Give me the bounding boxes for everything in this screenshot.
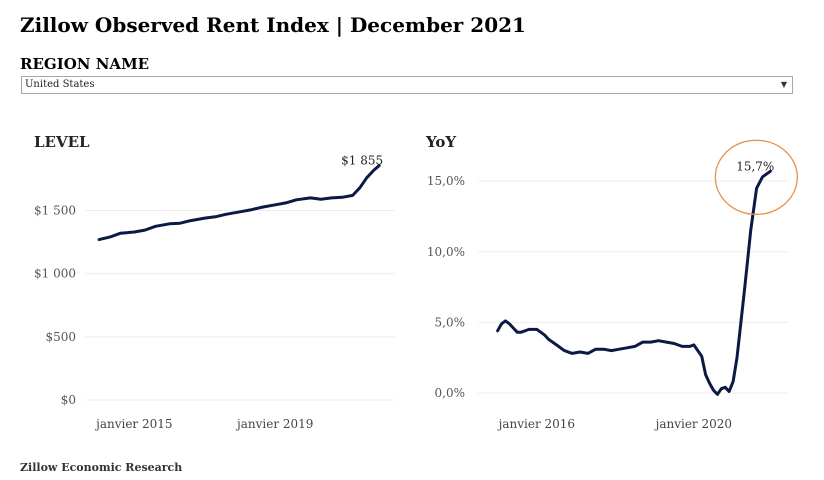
x-tick-label: janvier 2019	[235, 417, 313, 431]
series-line	[97, 164, 381, 242]
y-tick-label: $500	[45, 330, 76, 344]
level-chart-title: LEVEL	[34, 133, 90, 151]
yoy-chart-title: YoY	[426, 133, 457, 151]
y-tick-label: 10,0%	[427, 245, 465, 259]
y-tick-label: $0	[61, 393, 76, 407]
chevron-down-icon: ▼	[780, 80, 787, 89]
y-tick-label: $1 000	[34, 267, 76, 281]
page-title: Zillow Observed Rent Index | December 20…	[20, 13, 526, 37]
footer-credit: Zillow Economic Research	[20, 461, 183, 474]
x-tick-label: janvier 2015	[94, 417, 172, 431]
region-select[interactable]: United States ▼	[21, 76, 793, 94]
y-tick-label: 0,0%	[435, 386, 466, 400]
y-tick-label: $1 500	[34, 204, 76, 218]
region-label: REGION NAME	[20, 55, 150, 73]
last-value-label: $1 855	[341, 154, 383, 168]
y-tick-label: 15,0%	[427, 174, 465, 188]
last-value-label: 15,7%	[736, 159, 774, 173]
yoy-chart: 0,0% 5,0% 10,0% 15,0% janvier 2016 janvier 20…	[427, 139, 798, 431]
x-tick-label: janvier 2020	[654, 417, 732, 431]
region-select-value: United States	[25, 79, 95, 90]
series-line	[496, 169, 772, 396]
level-chart: $0 $500 $1 000 $1 500 janvier 2015 janvier 20…	[34, 154, 395, 431]
y-tick-label: 5,0%	[435, 315, 466, 329]
x-tick-label: janvier 2016	[497, 417, 575, 431]
highlight-circle	[714, 139, 798, 215]
